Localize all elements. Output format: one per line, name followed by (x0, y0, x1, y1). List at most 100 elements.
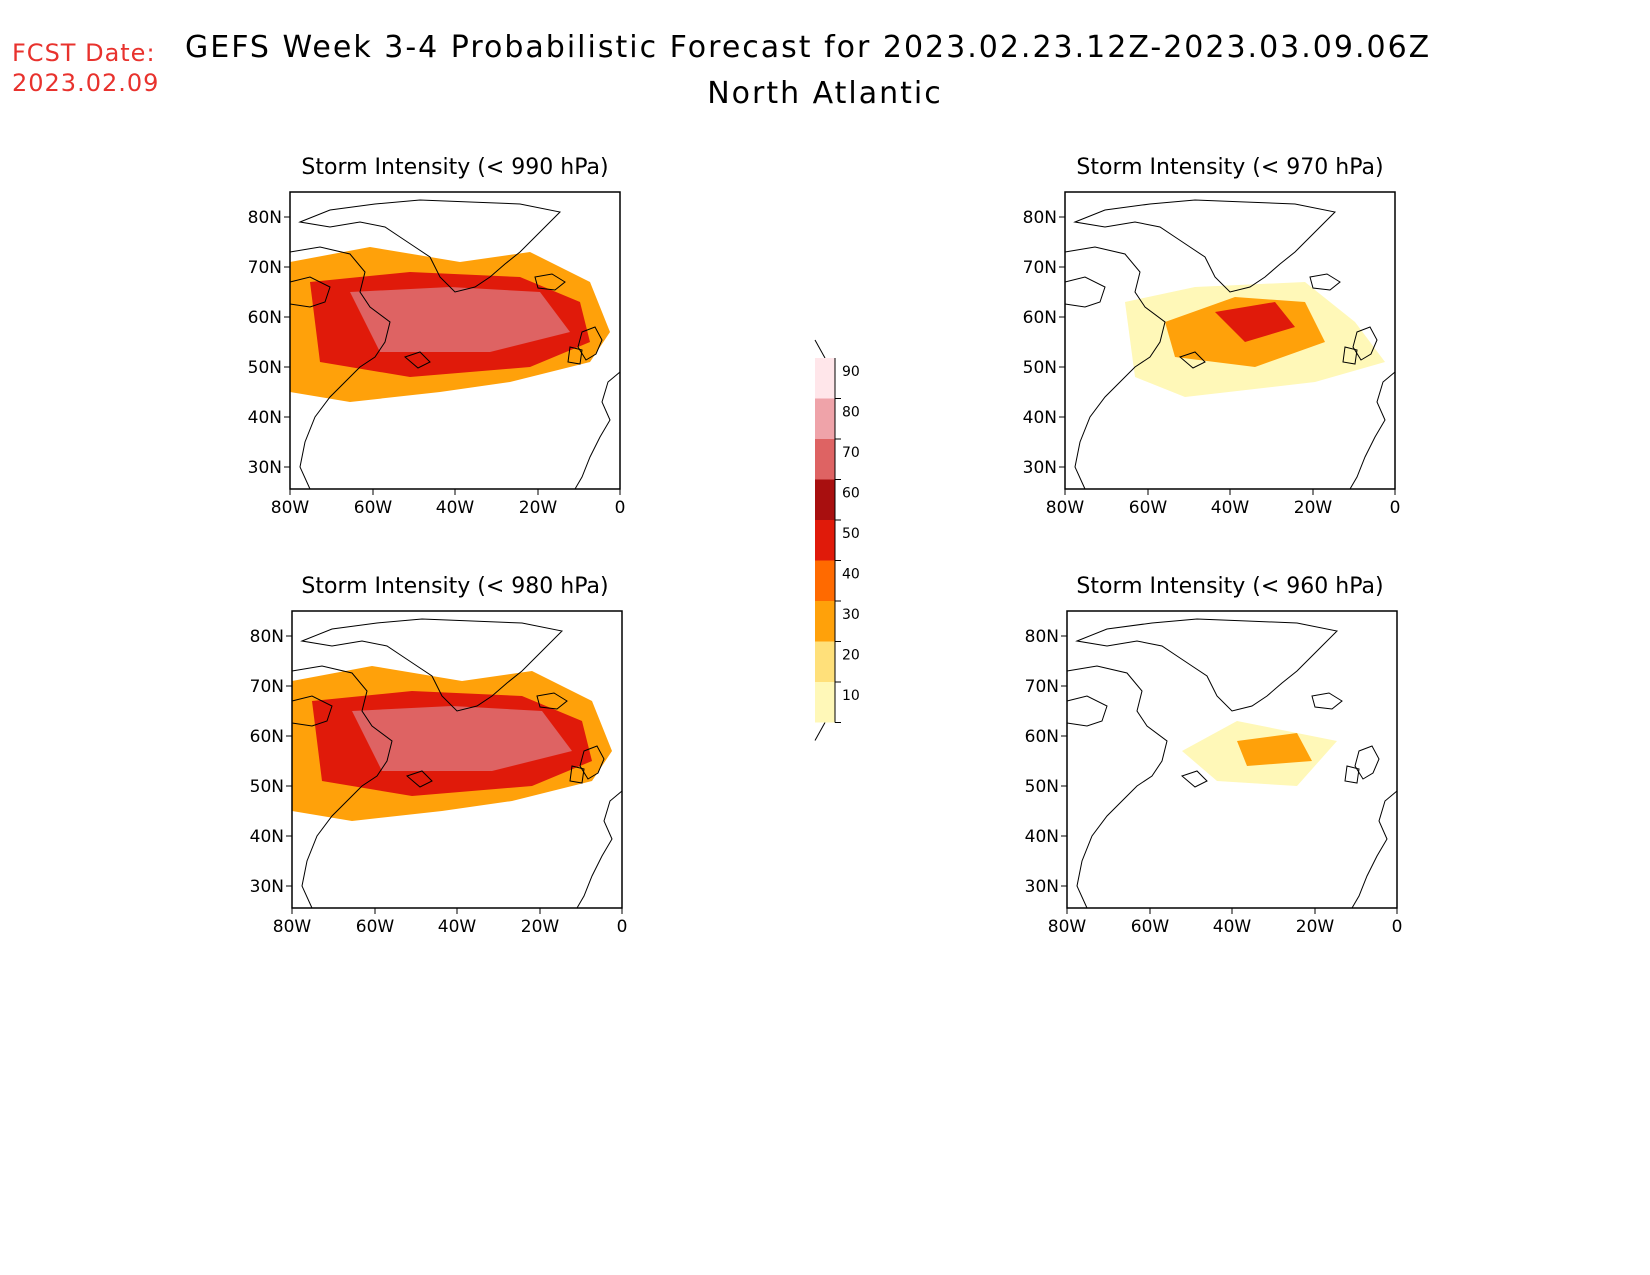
lon-label: 20W (1294, 498, 1333, 518)
colorbar-label: 90 (842, 364, 860, 380)
probability-field (292, 666, 612, 821)
forecast-date-block: FCST Date: 2023.02.09 (12, 38, 159, 98)
region-title: North Atlantic (707, 76, 943, 111)
coastline-segment (576, 790, 623, 909)
lat-label: 60N (1025, 727, 1059, 747)
lat-label: 50N (1025, 777, 1059, 797)
lat-label: 40N (248, 408, 282, 428)
lon-label: 80W (1048, 917, 1087, 937)
coastline-segment (567, 346, 583, 365)
colorbar-swatch (815, 560, 835, 601)
lat-label: 60N (250, 727, 284, 747)
colorbar-swatch (815, 520, 835, 561)
lon-label: 60W (354, 498, 393, 518)
map-panel-990: 80N 70N 60N 50N 40N 30N 80W 60W 40W 20W 0 (248, 191, 625, 518)
coastline-segment (300, 618, 564, 712)
lon-label: 0 (1392, 917, 1403, 937)
colorbar-swatch (815, 398, 835, 439)
lat-label: 40N (1025, 827, 1059, 847)
colorbar-top-cap (814, 339, 826, 359)
lon-label: 40W (436, 498, 475, 518)
panel-title-990: Storm Intensity (< 990 hPa) (301, 155, 608, 180)
colorbar: 90 80 70 60 50 40 30 20 10 (814, 339, 860, 741)
lon-label: 60W (1131, 917, 1170, 937)
probability-blob (1215, 302, 1295, 342)
lat-label: 70N (1023, 258, 1057, 278)
coastline-segment (574, 371, 621, 490)
map-panel-980: 80N 70N 60N 50N 40N 30N 80W 60W 40W 20W 0 (250, 610, 628, 937)
lat-label: 40N (250, 827, 284, 847)
lon-label: 20W (521, 917, 560, 937)
lon-label: 80W (1046, 498, 1085, 518)
map-panel-960: 80N 70N 60N 50N 40N 30N 80W 60W 40W 20W 0 (1025, 610, 1403, 937)
lon-label: 20W (519, 498, 558, 518)
lat-label: 80N (250, 627, 284, 647)
lat-label: 30N (248, 458, 282, 478)
coastline (289, 199, 621, 490)
coastline-segment (1311, 692, 1343, 710)
lat-label: 80N (1025, 627, 1059, 647)
lon-label: 40W (1211, 498, 1250, 518)
lat-label: 70N (1025, 677, 1059, 697)
coastline-segment (1075, 618, 1339, 712)
lat-label: 80N (1023, 208, 1057, 228)
coastline-segment (577, 326, 603, 361)
colorbar-swatch (815, 641, 835, 682)
forecast-date-label: FCST Date: (12, 39, 156, 67)
coastline (1064, 199, 1396, 490)
coastline-segment (1344, 765, 1360, 784)
main-title: GEFS Week 3-4 Probabilistic Forecast for… (185, 30, 1432, 65)
lon-label: 80W (273, 917, 312, 937)
coastline-segment (291, 665, 393, 909)
lon-label: 60W (356, 917, 395, 937)
lat-label: 70N (250, 677, 284, 697)
coastline-segment (1349, 371, 1396, 490)
coastline-segment (1066, 665, 1168, 909)
coastline-segment (569, 765, 585, 784)
lon-label: 0 (1390, 498, 1401, 518)
coastline-segment (1351, 790, 1398, 909)
lat-label: 50N (250, 777, 284, 797)
coastline-segment (1309, 273, 1341, 291)
lon-label: 40W (1213, 917, 1252, 937)
lat-label: 60N (248, 308, 282, 328)
colorbar-label: 70 (842, 445, 860, 461)
lat-label: 30N (1025, 877, 1059, 897)
lat-label: 30N (250, 877, 284, 897)
coastline-segment (298, 199, 562, 293)
forecast-date-value: 2023.02.09 (12, 69, 160, 97)
probability-blob (350, 287, 570, 352)
coastline-segment (1354, 745, 1380, 780)
lat-label: 50N (248, 358, 282, 378)
lat-label: 30N (1023, 458, 1057, 478)
colorbar-label: 30 (842, 607, 860, 623)
colorbar-label: 80 (842, 405, 860, 421)
lat-label: 60N (1023, 308, 1057, 328)
coastline-segment (289, 276, 331, 308)
coastline-segment (1178, 351, 1206, 369)
probability-blob (1237, 733, 1312, 766)
colorbar-swatch (815, 601, 835, 642)
coastline-segment (1073, 199, 1337, 293)
coastline-segment (579, 745, 605, 780)
coastline-segment (405, 770, 433, 788)
probability-blob (352, 706, 572, 771)
coastline-segment (1066, 695, 1108, 727)
lon-label: 20W (1296, 917, 1335, 937)
coastline (1066, 618, 1398, 909)
lon-label: 0 (617, 917, 628, 937)
coastline-segment (1342, 346, 1358, 365)
coastline-segment (291, 695, 333, 727)
lon-label: 60W (1129, 498, 1168, 518)
coastline (291, 618, 623, 909)
lat-label: 50N (1023, 358, 1057, 378)
coastline-segment (289, 246, 391, 490)
coastline-segment (534, 273, 566, 291)
coastline-segment (1064, 246, 1166, 490)
lon-label: 40W (438, 917, 477, 937)
colorbar-bottom-cap (814, 722, 826, 741)
lat-label: 80N (248, 208, 282, 228)
colorbar-swatch (815, 682, 835, 723)
colorbar-label: 60 (842, 486, 860, 502)
coastline-segment (536, 692, 568, 710)
